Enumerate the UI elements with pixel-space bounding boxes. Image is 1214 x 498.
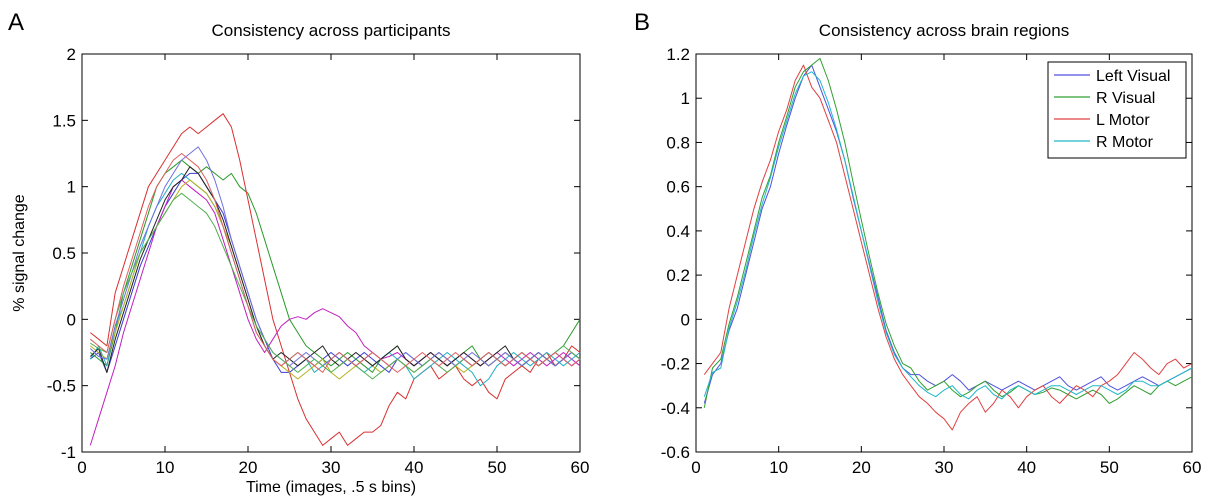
series-line-b-4 bbox=[703, 71, 1193, 400]
y-tick-label: 0 bbox=[681, 310, 690, 329]
y-tick-label: 1.2 bbox=[666, 45, 690, 64]
y-tick-label: 1 bbox=[681, 89, 690, 108]
legend-items-b: Left Visual R Visual L Motor R Motor bbox=[1054, 68, 1170, 151]
series-line-a-9 bbox=[90, 192, 581, 380]
y-tick-label: 2 bbox=[67, 45, 76, 64]
y-tick-label: -0.2 bbox=[661, 355, 690, 374]
y-ticks-b: -0.6 -0.4 -0.2 0 0.2 0.4 0.6 0.8 1 1.2 bbox=[661, 45, 1192, 462]
panel-label-b: B bbox=[634, 9, 650, 36]
x-tick-label: 30 bbox=[322, 458, 341, 477]
x-tick-label: 40 bbox=[1017, 458, 1036, 477]
x-ticks-a: 0 10 20 30 40 50 60 bbox=[77, 54, 589, 477]
y-tick-label: 1 bbox=[67, 178, 76, 197]
y-tick-label: 1.5 bbox=[52, 111, 76, 130]
y-ticks-a: -1 -0.5 0 0.5 1 1.5 2 bbox=[47, 45, 580, 462]
chart-title-a: Consistency across participants bbox=[211, 21, 450, 40]
x-tick-label: 60 bbox=[1183, 458, 1202, 477]
y-tick-label: -0.6 bbox=[661, 443, 690, 462]
y-tick-label: 0.2 bbox=[666, 266, 690, 285]
series-line-b-3 bbox=[703, 64, 1193, 431]
series-group-a bbox=[89, 113, 581, 446]
y-tick-label: -0.5 bbox=[47, 377, 76, 396]
x-tick-label: 60 bbox=[571, 458, 590, 477]
series-line-a-7 bbox=[89, 166, 581, 373]
series-line-a-10 bbox=[89, 153, 581, 373]
x-tick-label: 20 bbox=[852, 458, 871, 477]
y-axis-label-a: % signal change bbox=[11, 194, 28, 312]
series-line-a-2 bbox=[89, 159, 581, 373]
y-tick-label: -0.4 bbox=[661, 399, 690, 418]
chart-panel-b: B Consistency across brain regions -0.6-… bbox=[634, 9, 1201, 477]
legend-box-b bbox=[1047, 61, 1187, 159]
x-tick-label: 40 bbox=[405, 458, 424, 477]
y-tick-label: -1 bbox=[61, 443, 76, 462]
x-tick-label: 10 bbox=[156, 458, 175, 477]
series-group-b bbox=[703, 57, 1193, 431]
legend-label: R Motor bbox=[1096, 134, 1154, 151]
x-axis-label-a: Time (images, .5 s bins) bbox=[246, 479, 416, 496]
x-ticks-b: 0 10 20 30 40 50 60 bbox=[691, 54, 1201, 477]
legend-label: Left Visual bbox=[1096, 68, 1170, 85]
chart-title-b: Consistency across brain regions bbox=[819, 21, 1069, 40]
x-tick-label: 10 bbox=[769, 458, 788, 477]
series-line-a-8 bbox=[89, 146, 581, 367]
legend-label: R Visual bbox=[1096, 90, 1155, 107]
legend-b: Left Visual R Visual L Motor R Motor bbox=[1047, 61, 1187, 159]
y-tick-label: 0.4 bbox=[666, 222, 690, 241]
legend-label: L Motor bbox=[1096, 112, 1150, 129]
x-tick-label: 0 bbox=[691, 458, 700, 477]
series-line-a-3 bbox=[89, 113, 581, 446]
series-line-b-2 bbox=[703, 57, 1193, 408]
x-tick-label: 30 bbox=[935, 458, 954, 477]
x-tick-label: 0 bbox=[77, 458, 86, 477]
x-tick-label: 50 bbox=[488, 458, 507, 477]
series-line-a-4 bbox=[89, 179, 581, 446]
series-line-b-1 bbox=[703, 64, 1193, 404]
y-tick-label: 0.5 bbox=[52, 244, 76, 263]
y-tick-label: 0.6 bbox=[666, 178, 690, 197]
x-tick-label: 20 bbox=[239, 458, 258, 477]
y-tick-label: 0.8 bbox=[666, 133, 690, 152]
x-tick-label: 50 bbox=[1100, 458, 1119, 477]
y-tick-label: 0 bbox=[67, 310, 76, 329]
panel-label-a: A bbox=[8, 9, 24, 36]
plot-frame-a bbox=[81, 53, 581, 453]
chart-panel-a: A Consistency across participants -1 -0.5… bbox=[8, 9, 589, 496]
